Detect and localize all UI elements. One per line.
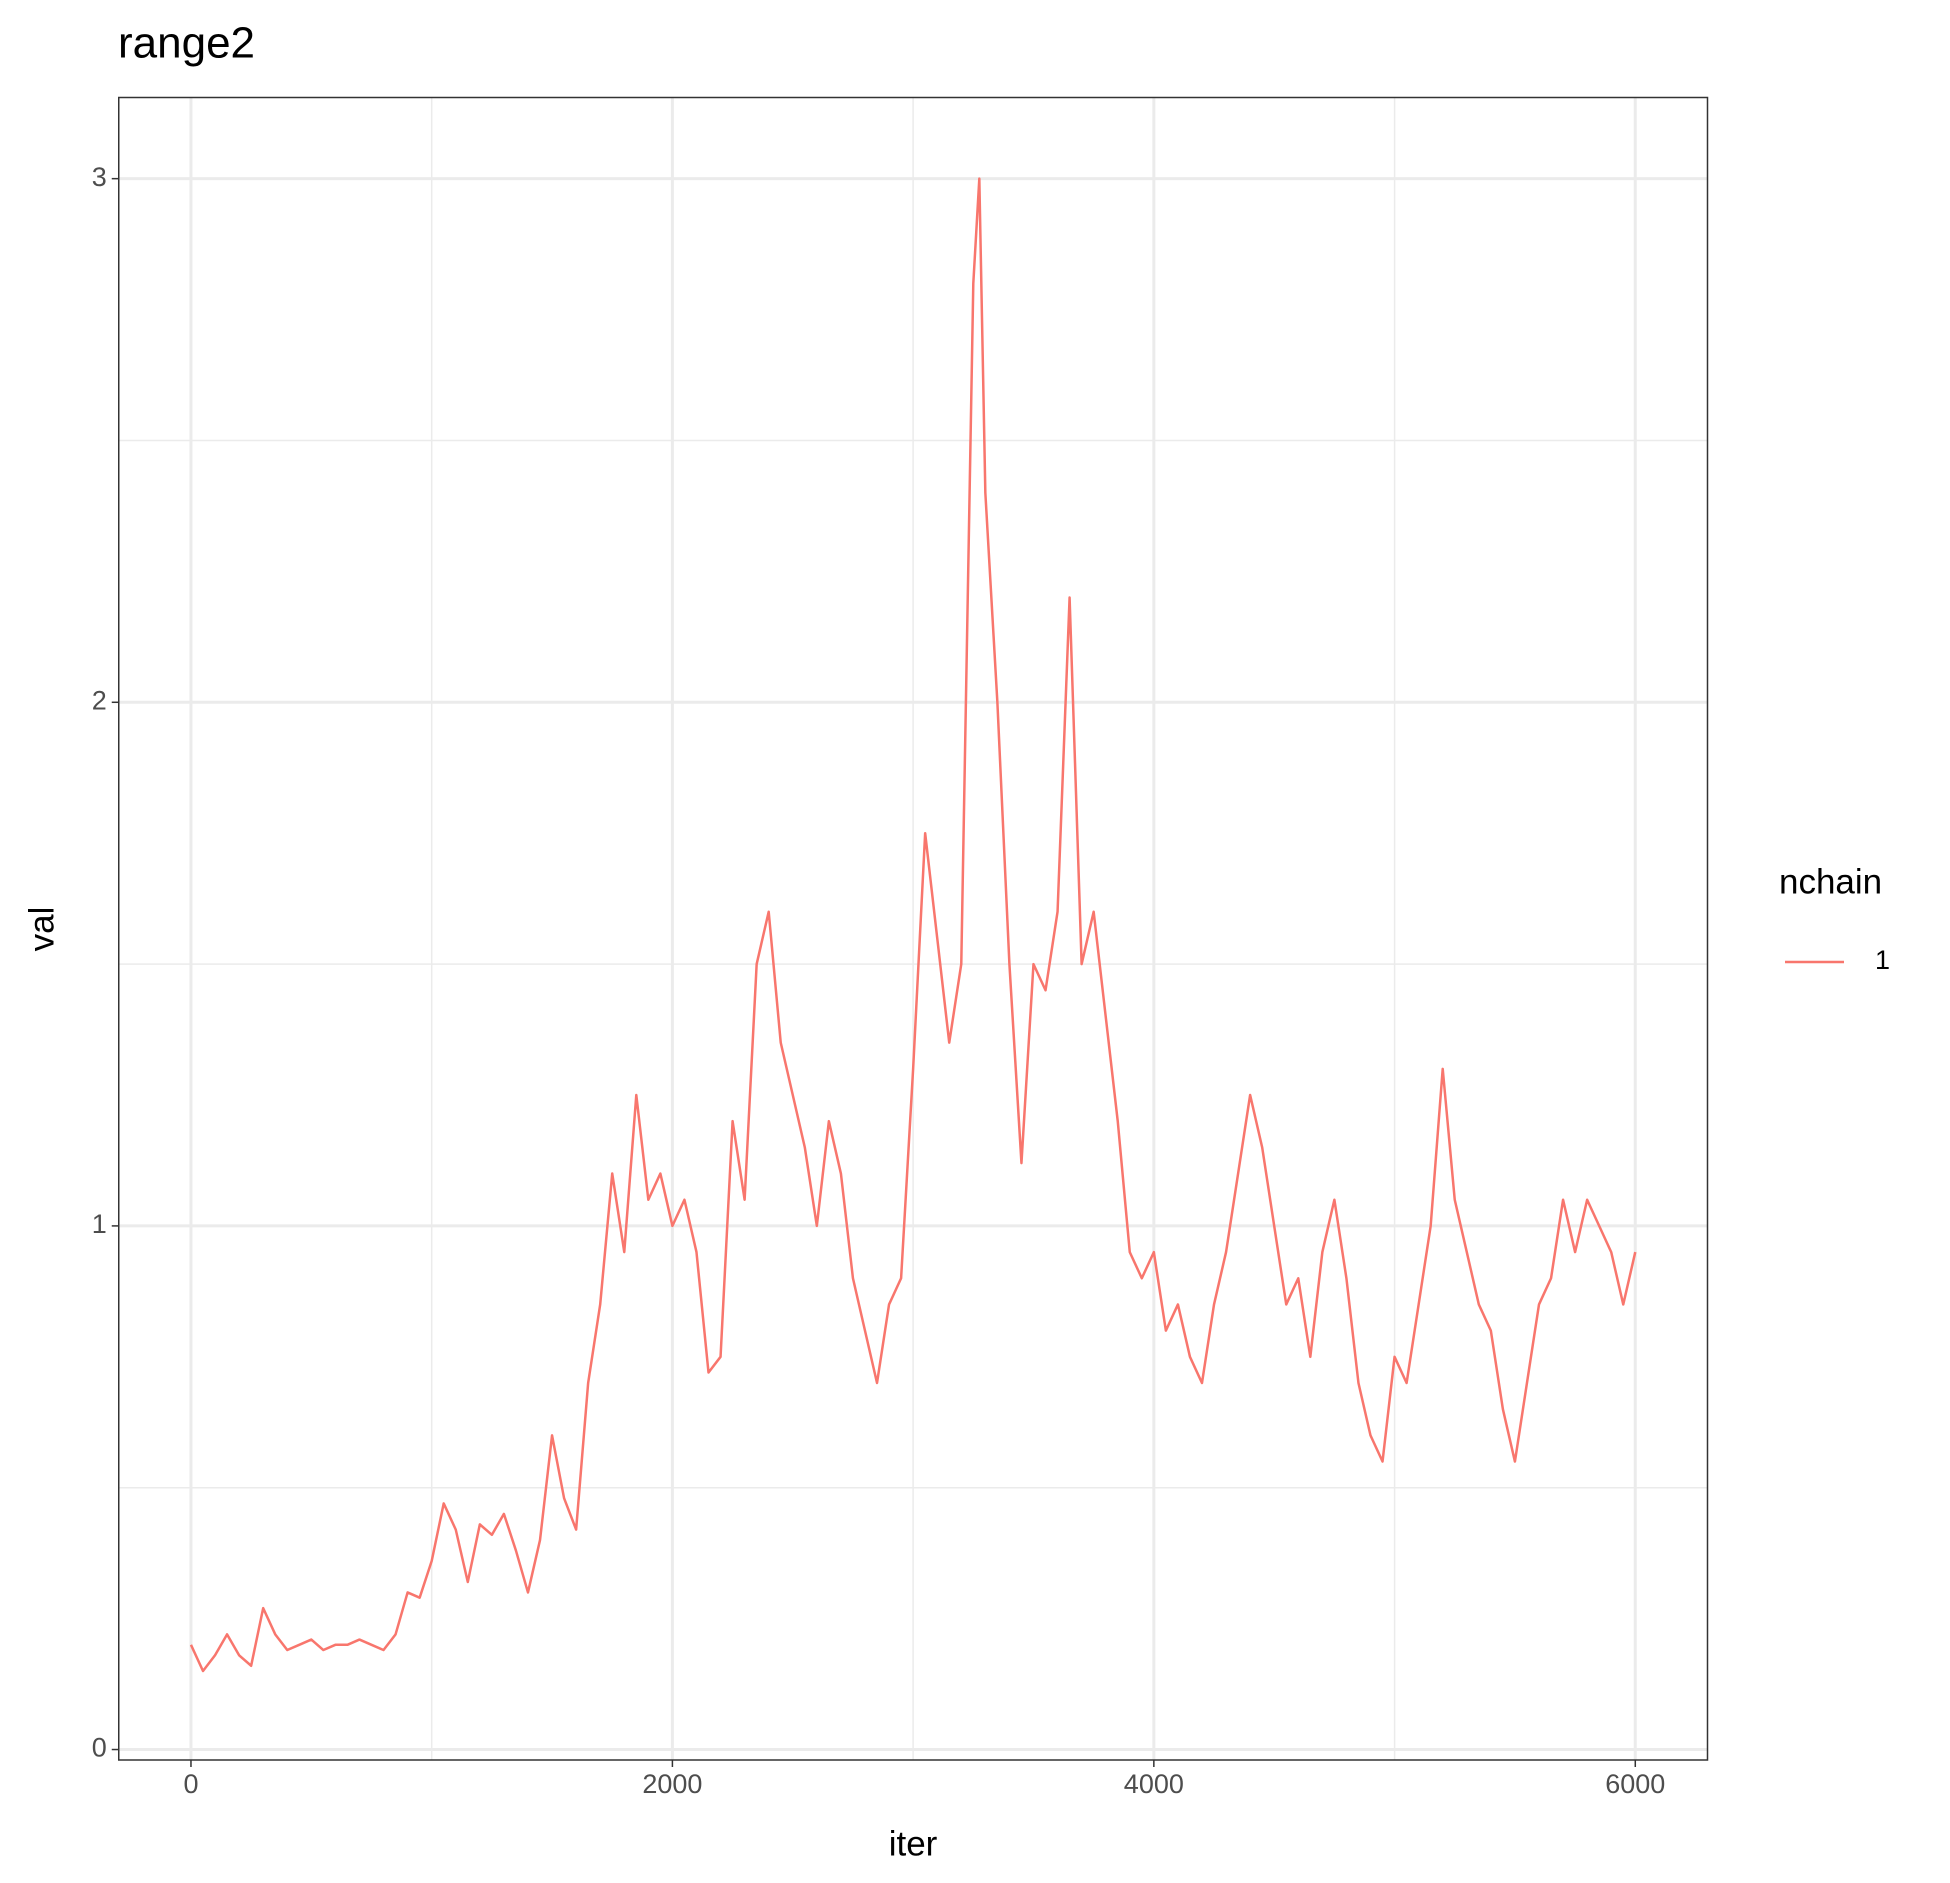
- x-axis-label: iter: [889, 1824, 938, 1863]
- x-tick-label: 6000: [1605, 1769, 1665, 1799]
- chart-title: range2: [118, 19, 255, 68]
- panel-border: [118, 96, 1709, 1761]
- series-line: [189, 177, 1637, 1673]
- x-tick-label: 0: [183, 1769, 198, 1799]
- y-tick-label: 3: [92, 162, 107, 192]
- y-tick-label: 0: [92, 1733, 107, 1763]
- y-tick-label: 1: [92, 1209, 107, 1239]
- x-tick-label: 4000: [1124, 1769, 1184, 1799]
- y-tick-label: 2: [92, 685, 107, 715]
- x-tick-label: 2000: [642, 1769, 702, 1799]
- legend-title: nchain: [1779, 862, 1882, 901]
- legend-label: 1: [1875, 945, 1890, 975]
- y-axis-label: val: [22, 907, 61, 952]
